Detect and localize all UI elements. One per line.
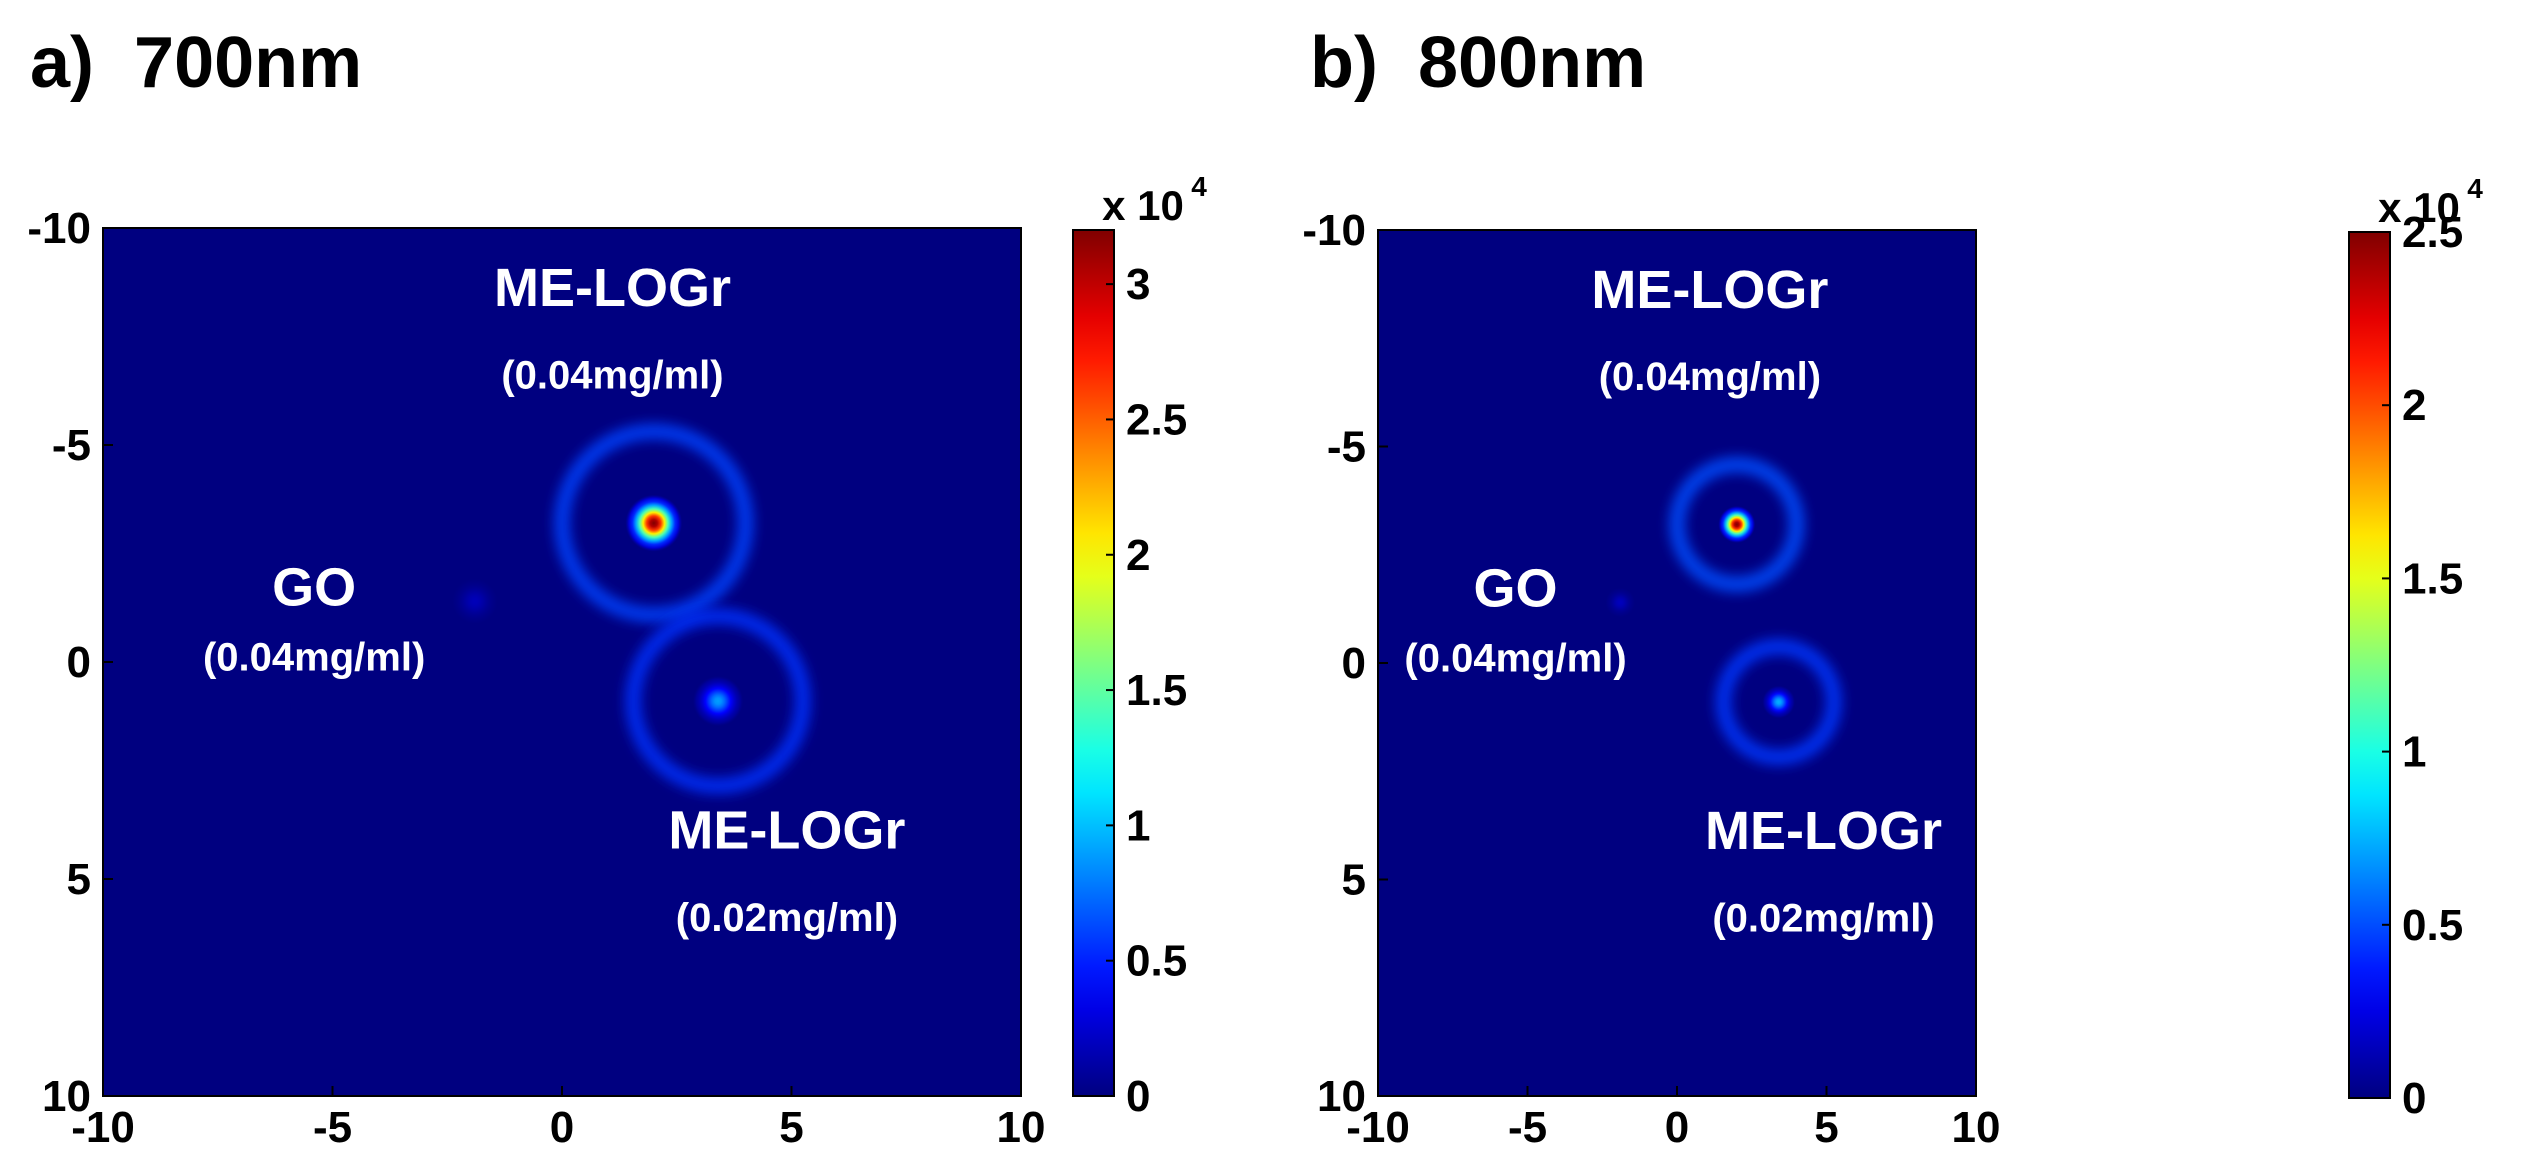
colorbar-multiplier: x 10 <box>1102 182 1184 229</box>
colorbar-tick-label: 2.5 <box>1126 395 1187 444</box>
y-tick-label: -10 <box>27 204 91 253</box>
heatmap-plot: ME-LOGr (0.04mg/ml) GO (0.04mg/ml) ME-LOGr (0… <box>1302 206 2000 1152</box>
source-concentration: (0.02mg/ml) <box>1712 896 1934 940</box>
colorbar-frame <box>2348 231 2391 1099</box>
source-peak <box>1762 685 1796 719</box>
x-tick-label: -5 <box>1508 1103 1547 1152</box>
panel-a-label: a) <box>30 23 95 103</box>
colorbar-gradient <box>1073 230 1114 1096</box>
heatmap-background <box>103 228 1021 1096</box>
colorbar-tick-label: 0 <box>2402 1074 2426 1123</box>
colorbar-exponent: 4 <box>2467 173 2483 204</box>
source-label: GO <box>1474 559 1558 619</box>
y-tick-label: 10 <box>42 1072 91 1121</box>
heatmap-background <box>1378 230 1976 1096</box>
y-tick-label: 0 <box>1342 639 1366 688</box>
heatmap-plot: ME-LOGr (0.04mg/ml) GO (0.04mg/ml) ME-LOGr (0… <box>27 204 1045 1152</box>
panel-b-wavelength: 800nm <box>1417 23 1647 103</box>
panel-b-label: b) <box>1310 23 1378 103</box>
source-concentration: (0.04mg/ml) <box>501 354 723 398</box>
source-peak <box>1605 587 1636 618</box>
y-tick-label: 10 <box>1317 1072 1366 1121</box>
x-tick-label: -10 <box>1346 1103 1410 1152</box>
colorbar-tick-label: 1.5 <box>2402 554 2463 603</box>
colorbar-tick-label: 2.5 <box>2402 208 2463 257</box>
source-ring <box>1715 638 1842 766</box>
colorbar-tick-label: 0.5 <box>2402 901 2463 950</box>
x-tick-label: 5 <box>779 1103 803 1152</box>
x-tick-label: 0 <box>550 1103 574 1152</box>
y-tick-label: -10 <box>1302 206 1366 255</box>
source-ring <box>625 608 811 794</box>
colorbar-gradient <box>2349 232 2390 1098</box>
source-label: GO <box>272 558 356 618</box>
colorbar-tick-label: 1 <box>1126 801 1150 850</box>
source-label: ME-LOGr <box>1591 260 1828 320</box>
x-tick-label: 10 <box>1952 1103 2001 1152</box>
heatmap-sources <box>1605 456 1842 766</box>
y-tick-label: 5 <box>1342 856 1366 905</box>
source-peak <box>692 675 744 727</box>
y-tick-label: 0 <box>67 638 91 687</box>
colorbar-tick-label: 1 <box>2402 728 2426 777</box>
source-peak <box>1718 505 1756 543</box>
colorbar-tick-label: 0.5 <box>1126 937 1187 986</box>
x-tick-label: 5 <box>1814 1103 1838 1152</box>
source-label: ME-LOGr <box>1705 801 1942 861</box>
panel-a-wavelength: 700nm <box>134 23 363 103</box>
y-tick-label: -5 <box>52 421 91 470</box>
colorbar-tick-label: 0 <box>1126 1072 1150 1121</box>
colorbar-tick-label: 2 <box>1126 531 1150 580</box>
source-label: ME-LOGr <box>494 258 731 318</box>
source-label: ME-LOGr <box>668 801 905 861</box>
heatmap-sources <box>451 423 811 794</box>
y-tick-label: -5 <box>1327 423 1366 472</box>
colorbar-frame <box>1072 229 1115 1097</box>
panel-b-title: b) 800nm <box>1310 22 1646 104</box>
x-tick-label: 0 <box>1665 1103 1689 1152</box>
panel-b: ME-LOGr (0.04mg/ml) GO (0.04mg/ml) ME-LOGr (0… <box>1302 173 2483 1152</box>
colorbar-tick-label: 3 <box>1126 260 1150 309</box>
x-tick-label: 10 <box>997 1103 1046 1152</box>
source-peak <box>625 494 683 552</box>
y-tick-label: 5 <box>67 855 91 904</box>
source-peak <box>451 578 498 625</box>
colorbar-exponent: 4 <box>1191 171 1207 202</box>
colorbar-multiplier: x 10 <box>2378 184 2460 231</box>
source-ring <box>1669 456 1805 593</box>
colorbar-tick-label: 1.5 <box>1126 666 1187 715</box>
panel-a-title: a) 700nm <box>30 22 362 104</box>
panel-a: ME-LOGr (0.04mg/ml) GO (0.04mg/ml) ME-LOGr (0… <box>27 171 1207 1152</box>
x-tick-label: -5 <box>313 1103 352 1152</box>
colorbar-tick-label: 2 <box>2402 381 2426 430</box>
source-concentration: (0.04mg/ml) <box>1404 637 1626 681</box>
x-tick-label: -10 <box>71 1103 135 1152</box>
source-ring <box>554 423 754 623</box>
colorbar: 0 0.5 1 1.5 2 2.5 3 x 10 4 <box>1072 171 1207 1121</box>
source-concentration: (0.04mg/ml) <box>203 636 425 680</box>
source-concentration: (0.02mg/ml) <box>676 896 898 940</box>
colorbar: 0 0.5 1 1.5 2 2.5x 10 4 <box>2348 173 2483 1123</box>
source-concentration: (0.04mg/ml) <box>1599 355 1821 399</box>
